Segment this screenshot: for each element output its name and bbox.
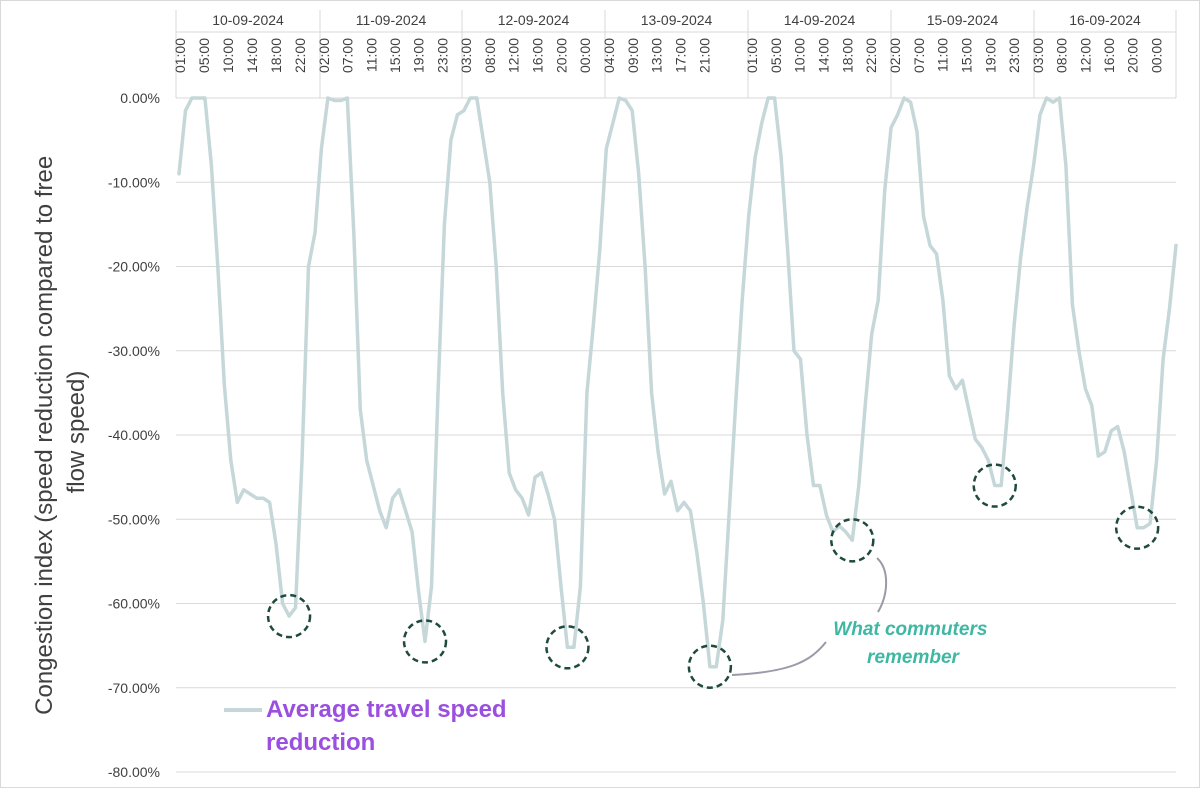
hour-tick-label: 20:00: [1125, 38, 1141, 73]
annotation-connector: [731, 641, 827, 676]
hour-tick-label: 15:00: [387, 38, 403, 73]
hour-tick-label: 03:00: [1030, 38, 1046, 73]
hour-tick-label: 18:00: [839, 38, 855, 73]
y-axis-title-line-2: flow speed): [63, 371, 90, 494]
hour-tick-label: 13:00: [649, 38, 665, 73]
date-label: 15-09-2024: [927, 12, 999, 28]
hour-tick-label: 12:00: [1077, 38, 1093, 73]
hour-tick-label: 14:00: [244, 38, 260, 73]
hour-tick-label: 05:00: [196, 38, 212, 73]
minimum-highlight-circle: [402, 619, 448, 664]
annotation-label-line-1: What commuters: [833, 619, 987, 640]
legend-label: Average travel speed reduction: [266, 696, 513, 756]
date-label: 12-09-2024: [498, 12, 570, 28]
hour-tick-label: 01:00: [744, 38, 760, 73]
minimum-highlight-circle: [1114, 505, 1160, 550]
hour-tick-label: 16:00: [1101, 38, 1117, 73]
annotation-label-line-2: remember: [867, 647, 960, 668]
y-tick-label: -10.00%: [108, 174, 160, 190]
minimum-highlight-circle: [687, 644, 733, 689]
hour-tick-label: 14:00: [816, 38, 832, 73]
hour-tick-label: 20:00: [553, 38, 569, 73]
minimum-highlight-circle: [972, 463, 1017, 508]
date-axis-header: 10-09-2024 11-09-2024 12-09-2024 13-09-2024…: [172, 10, 1177, 98]
hour-tick-label: 09:00: [625, 38, 641, 73]
annotation: What commuters remember: [731, 557, 992, 676]
series-layer: [177, 96, 1178, 669]
minimum-markers: [266, 463, 1160, 689]
y-tick-label: -40.00%: [108, 427, 160, 443]
hour-tick-label: 23:00: [434, 38, 450, 73]
date-label: 13-09-2024: [641, 12, 713, 28]
hour-tick-label: 02:00: [887, 38, 903, 73]
hour-tick-label: 00:00: [577, 38, 593, 73]
hour-tick-label: 19:00: [411, 38, 427, 73]
hour-tick-label: 07:00: [911, 38, 927, 73]
hour-tick-label: 23:00: [1006, 38, 1022, 73]
hour-tick-label: 17:00: [673, 38, 689, 73]
minimum-highlight-circle: [545, 625, 590, 670]
hour-tick-label: 16:00: [530, 38, 546, 73]
hour-tick-label: 21:00: [696, 38, 712, 73]
legend: Average travel speed reduction: [224, 696, 513, 756]
hour-tick-label: 05:00: [768, 38, 784, 73]
minimum-highlight-circle: [830, 518, 875, 563]
legend-label-line-1: Average travel speed: [266, 696, 507, 723]
date-label: 16-09-2024: [1069, 12, 1141, 28]
hour-tick-label: 00:00: [1148, 38, 1164, 73]
y-tick-label: -50.00%: [108, 511, 160, 527]
hour-tick-label: 08:00: [482, 38, 498, 73]
hour-tick-label: 22:00: [292, 38, 308, 73]
hour-tick-label: 03:00: [458, 38, 474, 73]
series-line-average-travel-speed-reduction: [177, 96, 1178, 669]
y-tick-label: -80.00%: [108, 764, 160, 780]
hour-tick-label: 08:00: [1054, 38, 1070, 73]
date-label: 10-09-2024: [212, 12, 284, 28]
hour-tick-label: 10:00: [220, 38, 236, 73]
hour-tick-label: 15:00: [959, 38, 975, 73]
y-tick-label: 0.00%: [120, 90, 160, 106]
y-tick-label: -20.00%: [108, 259, 160, 275]
legend-label-line-2: reduction: [266, 729, 375, 756]
hour-tick-label: 10:00: [792, 38, 808, 73]
y-axis-ticks: 0.00% -10.00% -20.00% -30.00% -40.00% -50.00%…: [108, 90, 160, 780]
y-tick-label: -70.00%: [108, 680, 160, 696]
hour-tick-label: 11:00: [363, 38, 379, 72]
annotation-label: What commuters remember: [833, 619, 992, 668]
date-label: 14-09-2024: [784, 12, 856, 28]
hour-tick-label: 07:00: [340, 38, 356, 73]
hour-tick-label: 11:00: [935, 38, 951, 72]
hour-tick-label: 18:00: [268, 38, 284, 73]
annotation-connector: [876, 557, 888, 613]
y-axis-title-line-1: Congestion index (speed reduction compar…: [31, 156, 58, 715]
hour-tick-label: 01:00: [172, 38, 188, 73]
minimum-highlight-circle: [266, 593, 312, 639]
y-tick-label: -60.00%: [108, 596, 160, 612]
y-tick-label: -30.00%: [108, 343, 160, 359]
gridlines: [176, 97, 1176, 773]
date-label: 11-09-2024: [356, 12, 427, 28]
hour-tick-label: 02:00: [316, 38, 332, 73]
hour-tick-label: 12:00: [506, 38, 522, 73]
hour-tick-label: 22:00: [863, 38, 879, 73]
hour-tick-label: 19:00: [982, 38, 998, 73]
hour-tick-label: 04:00: [601, 38, 617, 73]
y-axis-title: Congestion index (speed reduction compar…: [31, 149, 90, 715]
